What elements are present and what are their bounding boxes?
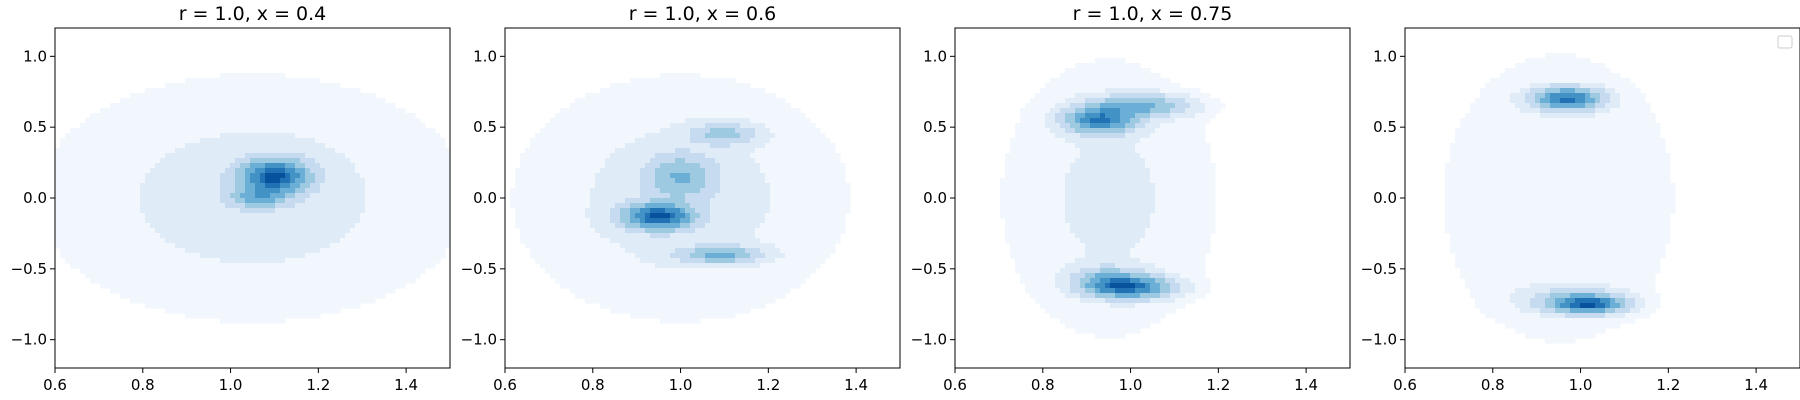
x-tick-label: 0.6 [493, 376, 517, 394]
y-tick-label: 0.5 [23, 118, 47, 136]
x-tick-label: 1.2 [306, 376, 330, 394]
panel-3: 0.6 0.8 1.0 1.2 1.4 −1.0 −0.5 0.0 0.5 1.0 r = 1.0,… [911, 3, 1351, 394]
y-tick-label: −0.5 [461, 260, 497, 278]
y-tick-label: 1.0 [23, 47, 47, 65]
y-tick-label: 1.0 [473, 47, 497, 65]
density-contours [510, 73, 851, 324]
x-tick-label: 0.6 [43, 376, 67, 394]
panel-title: r = 1.0, x = 0.6 [629, 3, 777, 25]
panel-title: r = 1.0, x = 0.75 [1073, 3, 1233, 25]
y-tick-label: −1.0 [11, 331, 47, 349]
x-tick-label: 1.0 [1119, 376, 1143, 394]
y-tick-label: 1.0 [923, 47, 947, 65]
x-tick-label: 1.2 [756, 376, 780, 394]
x-tick-label: 1.0 [669, 376, 693, 394]
x-tick-label: 0.8 [581, 376, 605, 394]
x-tick-label: 1.4 [844, 376, 868, 394]
y-tick-label: −1.0 [911, 331, 947, 349]
y-tick-label: 1.0 [1373, 47, 1397, 65]
y-tick-label: 0.0 [23, 189, 47, 207]
x-tick-label: 1.4 [1744, 376, 1768, 394]
y-tick-label: −0.5 [911, 260, 947, 278]
x-tick-label: 0.8 [131, 376, 155, 394]
y-tick-label: −0.5 [11, 260, 47, 278]
x-tick-label: 1.4 [394, 376, 418, 394]
y-tick-label: 0.0 [923, 189, 947, 207]
density-contours [1445, 53, 1676, 344]
density-contours [55, 73, 450, 324]
x-tick-label: 1.4 [1294, 376, 1318, 394]
x-tick-label: 0.6 [943, 376, 967, 394]
x-tick-label: 1.2 [1656, 376, 1680, 394]
y-tick-label: −1.0 [1361, 331, 1397, 349]
x-tick-label: 0.8 [1031, 376, 1055, 394]
x-tick-label: 1.0 [1569, 376, 1593, 394]
y-tick-label: 0.5 [1373, 118, 1397, 136]
x-tick-label: 0.6 [1393, 376, 1417, 394]
y-tick-label: 0.0 [1373, 189, 1397, 207]
panel-4: 0.6 0.8 1.0 1.2 1.4 −1.0 −0.5 0.0 0.5 1.0 [1361, 27, 1800, 394]
panel-title: r = 1.0, x = 0.4 [179, 3, 327, 25]
y-tick-label: 0.0 [473, 189, 497, 207]
legend [1777, 35, 1793, 49]
panel-1: 0.6 0.8 1.0 1.2 1.4 −1.0 −0.5 0.0 0.5 1.0 r = 1.0,… [11, 3, 451, 394]
x-tick-label: 1.0 [219, 376, 243, 394]
y-tick-label: 0.5 [473, 118, 497, 136]
y-tick-label: −0.5 [1361, 260, 1397, 278]
x-tick-label: 1.2 [1206, 376, 1230, 394]
panel-2: 0.6 0.8 1.0 1.2 1.4 −1.0 −0.5 0.0 0.5 1.0 r = 1.0,… [461, 3, 901, 394]
y-tick-label: −1.0 [461, 331, 497, 349]
y-tick-label: 0.5 [923, 118, 947, 136]
density-contours [1000, 58, 1226, 339]
x-tick-label: 0.8 [1481, 376, 1505, 394]
